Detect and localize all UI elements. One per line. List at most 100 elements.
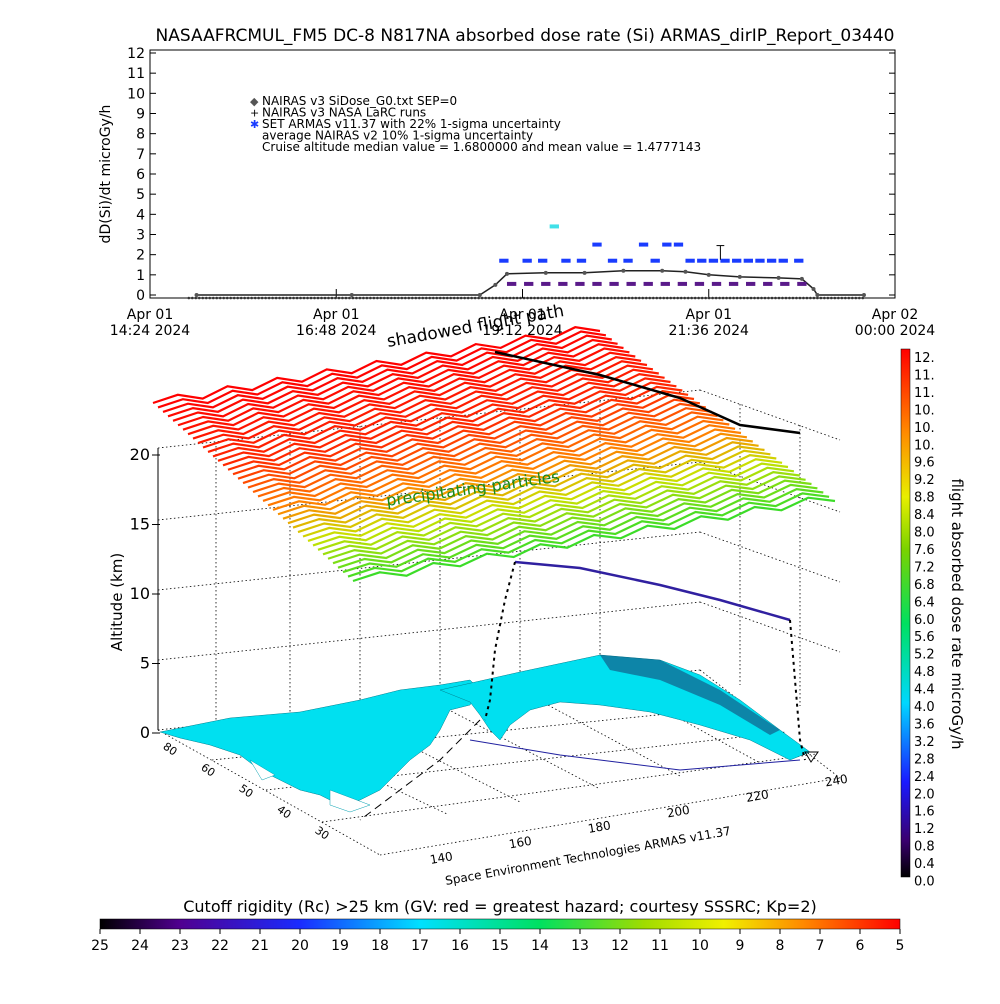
baseline-point: [707, 296, 711, 300]
flight-track: [359, 350, 819, 821]
y-tick-label: 6: [136, 167, 145, 183]
longitude-tick-label: 140: [429, 849, 454, 867]
colorbar-tick-label: 3.2: [914, 735, 935, 750]
colorbar-tick-label: 0.0: [914, 875, 935, 890]
latitude-tick-label: 80: [161, 740, 180, 759]
x-tick-time: 00:00 2024: [855, 323, 936, 339]
baseline-point: [679, 296, 683, 300]
layer-band: [337, 483, 818, 569]
rigidity-tick-label: 23: [171, 938, 189, 954]
baseline-point: [550, 296, 554, 300]
baseline-point: [522, 296, 526, 300]
layer-band: [322, 470, 800, 556]
baseline-point: [348, 296, 351, 300]
layer-band: [287, 441, 759, 525]
colorbar-tick-label: 9.2: [914, 473, 935, 488]
layer-band: [242, 402, 706, 485]
layer-band: [177, 347, 630, 427]
baseline-point: [449, 296, 453, 300]
baseline-point: [756, 296, 760, 300]
rigidity-tick-label: 24: [131, 938, 149, 954]
rigidity-tick-label: 10: [691, 938, 709, 954]
baseline-point: [627, 296, 631, 300]
baseline-point: [295, 296, 299, 300]
baseline-point: [306, 296, 309, 300]
colorbar-tick-label: 2.0: [914, 787, 935, 802]
colorbar-tick-label: 11.: [914, 386, 935, 401]
baseline-point: [554, 296, 557, 300]
baseline-point: [243, 296, 246, 300]
baseline-point: [641, 296, 645, 300]
baseline-point: [498, 296, 501, 300]
x-tick-date: Apr 01: [499, 307, 545, 323]
baseline-point: [533, 296, 536, 300]
rigidity-tick-label: 18: [371, 938, 389, 954]
colorbar-tick-label: 10.: [914, 421, 935, 436]
cutoff-rigidity-bar: Cutoff rigidity (Rc) >25 km (GV: red = g…: [91, 897, 904, 954]
longitude-tick-label: 160: [508, 834, 533, 852]
baseline-point: [445, 296, 449, 300]
baseline-point: [250, 296, 253, 300]
baseline-point: [833, 296, 837, 300]
layer-band: [277, 432, 748, 516]
longitude-tick-label: 180: [587, 818, 612, 836]
layer-band: [262, 419, 730, 502]
baseline-point: [376, 296, 379, 300]
baseline-point: [749, 296, 753, 300]
longitude-ticks: 140 160 180 200 220 240: [429, 772, 849, 867]
rigidity-tick-label: 7: [816, 938, 825, 954]
altitude-tick-label: 15: [130, 515, 150, 534]
baseline-point: [732, 296, 735, 300]
baseline-point: [484, 296, 487, 300]
baseline-point: [253, 296, 257, 300]
baseline-point: [655, 296, 659, 300]
baseline-point: [561, 296, 564, 300]
baseline-point: [431, 296, 435, 300]
baseline-point: [470, 296, 473, 300]
baseline-point: [404, 296, 407, 300]
baseline-point: [344, 296, 348, 300]
baseline-point: [515, 296, 519, 300]
baseline-point: [491, 296, 494, 300]
baseline-point: [424, 296, 428, 300]
rigidity-tick-label: 11: [651, 938, 669, 954]
baseline-point: [208, 296, 212, 300]
rigidity-tick-label: 5: [896, 938, 905, 954]
baseline-point: [435, 296, 439, 300]
layer-band: [207, 372, 665, 453]
nairas-point: [776, 275, 781, 280]
layer-band: [307, 458, 783, 542]
y-tick-label: 11: [127, 66, 145, 82]
baseline-point: [812, 296, 816, 300]
baseline-point: [456, 296, 460, 300]
baseline-point: [648, 296, 652, 300]
baseline-point: [463, 296, 466, 300]
baseline-point: [672, 296, 676, 300]
baseline-point: [194, 296, 198, 300]
baseline-point: [585, 296, 589, 300]
baseline-point: [316, 296, 320, 300]
altitude-ticks: 0 5 10 15 20: [130, 445, 160, 742]
baseline-point: [693, 296, 697, 300]
nairas-point: [493, 282, 498, 287]
colorbar-tick-label: 9.6: [914, 456, 935, 471]
colorbar-gradient: [900, 348, 911, 878]
baseline-point: [320, 296, 323, 300]
rigidity-tick-label: 8: [776, 938, 785, 954]
baseline-point: [197, 296, 201, 300]
baseline-point: [826, 296, 830, 300]
y-tick-label: 0: [136, 288, 145, 304]
dose-rate-colorbar: 12. 11. 11. 10. 10. 10. 9.6 9.2 8.8 8.4 8.0 7.6 7.2 6…: [900, 348, 966, 890]
baseline-point: [526, 296, 529, 300]
baseline-point: [355, 296, 358, 300]
timeseries-legend: ◆ NAIRAS v3 SiDose_G0.txt SEP=0+ NAIRAS v3…: [250, 94, 701, 154]
colorbar-tick-label: 7.2: [914, 560, 935, 575]
baseline-point: [323, 296, 327, 300]
baseline-point: [477, 296, 480, 300]
baseline-point: [568, 296, 571, 300]
baseline-point: [704, 296, 707, 300]
layer-band: [167, 338, 618, 418]
